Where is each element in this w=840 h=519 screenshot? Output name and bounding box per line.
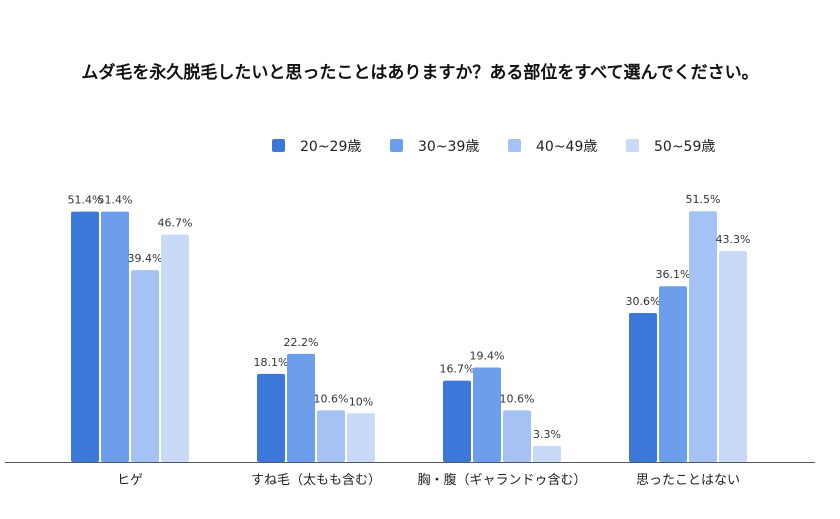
- data-label: 39.4%: [128, 252, 163, 265]
- data-label: 51.4%: [68, 194, 103, 207]
- bar: [257, 373, 285, 462]
- bar: [71, 211, 99, 462]
- data-label: 43.3%: [716, 233, 751, 246]
- category-label: すね毛（太もも含む）: [251, 472, 381, 488]
- data-label: 10.6%: [500, 392, 535, 405]
- data-label: 19.4%: [470, 350, 505, 363]
- bar: [503, 410, 531, 462]
- bar: [719, 251, 747, 462]
- data-label: 51.5%: [686, 193, 721, 206]
- bar: [689, 211, 717, 462]
- data-label: 30.6%: [626, 295, 661, 308]
- category-label: 思ったことはない: [636, 473, 740, 488]
- data-label: 18.1%: [254, 356, 289, 369]
- bar: [629, 312, 657, 462]
- bar: [347, 413, 375, 462]
- data-label: 36.1%: [656, 268, 691, 281]
- bar: [443, 380, 471, 462]
- bar: [101, 211, 129, 462]
- category-label: ヒゲ: [117, 473, 143, 488]
- data-label: 46.7%: [158, 217, 193, 230]
- legend-swatch: [626, 139, 639, 152]
- legend-label: 30~39歳: [418, 139, 479, 155]
- data-label: 10.6%: [314, 392, 349, 405]
- legend-swatch: [508, 139, 521, 152]
- legend-swatch: [390, 139, 403, 152]
- data-label: 16.7%: [440, 363, 475, 376]
- legend-label: 40~49歳: [536, 139, 597, 155]
- bar: [533, 445, 561, 462]
- bar: [161, 234, 189, 462]
- bar: [317, 410, 345, 462]
- data-label: 22.2%: [284, 336, 319, 349]
- bar: [131, 270, 159, 462]
- bar: [659, 286, 687, 462]
- data-label: 3.3%: [533, 428, 561, 441]
- category-labels: ヒゲ すね毛（太もも含む） 胸・腹（ギャランドゥ含む） 思ったことはない: [117, 472, 740, 488]
- bar: [287, 353, 315, 462]
- data-label: 51.4%: [98, 194, 133, 207]
- data-label: 10%: [349, 395, 373, 408]
- legend-swatch: [272, 139, 285, 152]
- category-label: 胸・腹（ギャランドゥ含む）: [417, 472, 586, 488]
- legend: 20~29歳 30~39歳 40~49歳 50~59歳: [272, 139, 715, 155]
- chart-title: ムダ毛を永久脱毛したいと思ったことはありますか？ある部位をすべて選んでください。: [81, 62, 758, 83]
- legend-label: 20~29歳: [300, 139, 361, 155]
- bars: 51.4% 18.1% 16.7% 30.6% 51.4% 22.2% 19.4% 36.1%…: [68, 193, 751, 462]
- legend-label: 50~59歳: [654, 139, 715, 155]
- bar: [473, 367, 501, 462]
